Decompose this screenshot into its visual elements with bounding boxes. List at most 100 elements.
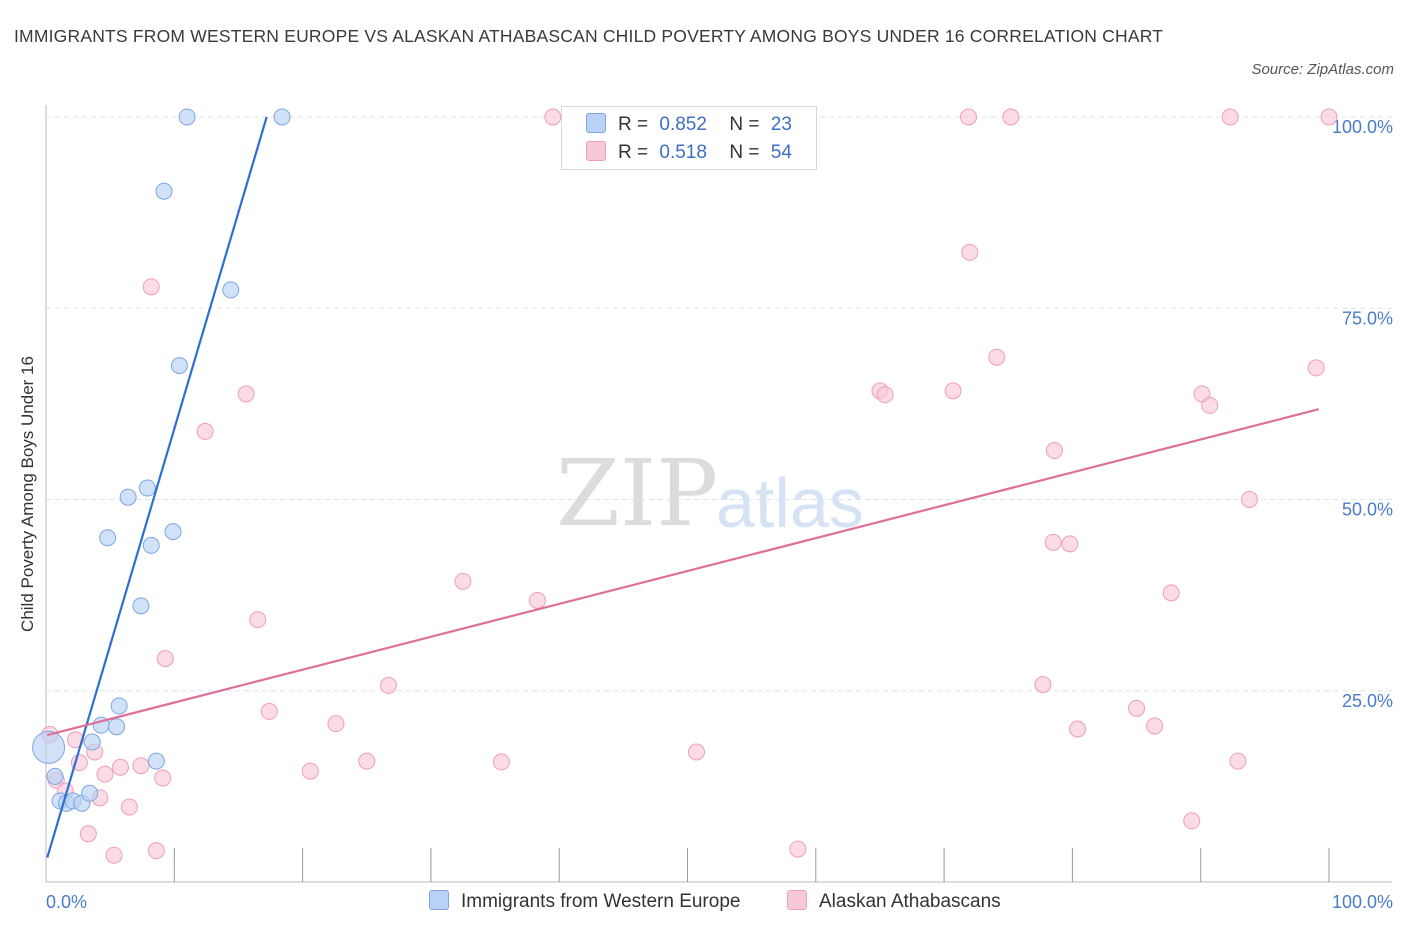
point-alaskan-athabascans: [196, 422, 214, 440]
trend-line-western-europe: [46, 116, 268, 858]
point-western-europe: [81, 784, 99, 802]
point-western-europe: [170, 357, 188, 375]
point-alaskan-athabascans: [260, 702, 278, 720]
point-western-europe: [32, 730, 66, 764]
trend-line-alaskan-athabascans: [47, 408, 1320, 737]
legend-r-value: 0.852: [659, 114, 707, 135]
point-alaskan-athabascans: [358, 752, 376, 770]
point-western-europe: [164, 523, 182, 541]
point-alaskan-athabascans: [1128, 699, 1146, 717]
x-tick-label-min: 0.0%: [46, 892, 87, 912]
point-alaskan-athabascans: [154, 769, 172, 787]
point-alaskan-athabascans: [1162, 584, 1180, 602]
point-alaskan-athabascans: [1061, 535, 1079, 553]
y-tick-label: 25.0%: [1342, 691, 1393, 711]
point-alaskan-athabascans: [132, 757, 150, 775]
bottom-legend-alaskan-athabascans: Alaskan Athabascans: [787, 890, 1001, 913]
point-alaskan-athabascans: [528, 591, 546, 609]
legend-n-value: 23: [770, 114, 792, 135]
point-alaskan-athabascans: [67, 731, 85, 749]
legend-n-value: 54: [770, 142, 792, 163]
y-tick-label: 75.0%: [1342, 308, 1393, 328]
point-alaskan-athabascans: [1320, 108, 1338, 126]
point-alaskan-athabascans: [111, 758, 129, 776]
source-credit: Source: ZipAtlas.com: [1251, 61, 1394, 78]
correlation-legend: R = 0.852 N = 23 R = 0.518 N = 54: [561, 106, 817, 170]
point-western-europe: [178, 108, 196, 126]
point-alaskan-athabascans: [988, 348, 1006, 366]
point-western-europe: [119, 488, 137, 506]
point-alaskan-athabascans: [1240, 491, 1258, 508]
point-alaskan-athabascans: [380, 676, 398, 694]
point-alaskan-athabascans: [1045, 442, 1063, 460]
point-western-europe: [138, 479, 156, 497]
point-western-europe: [132, 597, 150, 615]
bottom-legend-western-europe: Immigrants from Western Europe: [429, 890, 740, 913]
x-tick-label-max: 100.0%: [1332, 892, 1393, 912]
point-western-europe: [222, 281, 240, 299]
point-alaskan-athabascans: [492, 753, 510, 771]
point-alaskan-athabascans: [120, 798, 138, 816]
point-alaskan-athabascans: [249, 611, 267, 629]
point-alaskan-athabascans: [1183, 812, 1201, 830]
point-alaskan-athabascans: [454, 572, 472, 590]
point-alaskan-athabascans: [687, 743, 705, 761]
legend-r-label: R =: [618, 114, 649, 135]
point-western-europe: [155, 182, 173, 200]
point-alaskan-athabascans: [147, 842, 165, 860]
point-alaskan-athabascans: [1229, 752, 1247, 770]
point-alaskan-athabascans: [105, 846, 123, 864]
legend-n-label: N =: [729, 114, 760, 135]
point-alaskan-athabascans: [327, 715, 345, 733]
point-alaskan-athabascans: [1201, 396, 1219, 414]
legend-r-value: 0.518: [659, 142, 707, 163]
point-alaskan-athabascans: [156, 650, 174, 668]
legend-n-label: N =: [729, 142, 760, 163]
point-alaskan-athabascans: [961, 243, 979, 261]
point-western-europe: [147, 752, 165, 770]
point-alaskan-athabascans: [959, 108, 977, 126]
trend-lines: [46, 116, 1320, 858]
point-western-europe: [110, 697, 128, 715]
legend-r-label: R =: [618, 142, 649, 163]
chart-title: IMMIGRANTS FROM WESTERN EUROPE VS ALASKA…: [14, 26, 1164, 46]
point-western-europe: [108, 718, 126, 736]
legend-swatch-pink: [586, 141, 606, 161]
point-alaskan-athabascans: [944, 382, 962, 400]
legend-swatch-blue: [586, 113, 606, 133]
point-alaskan-athabascans: [96, 765, 114, 783]
point-western-europe: [83, 733, 101, 751]
legend-swatch-blue: [429, 890, 449, 910]
point-alaskan-athabascans: [237, 385, 255, 403]
point-alaskan-athabascans: [1146, 717, 1164, 735]
y-tick-label: 50.0%: [1342, 500, 1393, 520]
point-alaskan-athabascans: [1069, 720, 1087, 738]
watermark-zip: ZIP: [556, 440, 718, 547]
point-western-europe: [99, 529, 117, 547]
point-alaskan-athabascans: [1034, 676, 1052, 694]
point-western-europe: [142, 536, 160, 554]
legend-swatch-pink: [787, 890, 807, 910]
point-alaskan-athabascans: [301, 762, 319, 780]
point-western-europe: [46, 767, 64, 785]
point-alaskan-athabascans: [70, 754, 88, 772]
point-alaskan-athabascans: [79, 825, 97, 843]
point-western-europe: [273, 108, 291, 126]
point-alaskan-athabascans: [876, 386, 894, 404]
watermark-atlas: atlas: [716, 464, 864, 542]
legend-row-western-europe: R = 0.852 N = 23: [586, 113, 792, 137]
point-alaskan-athabascans: [142, 278, 160, 296]
y-tick-label: 100.0%: [1332, 117, 1393, 137]
gridlines: [46, 116, 1392, 692]
legend-row-alaskan-athabascans: R = 0.518 N = 54: [586, 141, 792, 165]
legend-series-name: Immigrants from Western Europe: [461, 891, 741, 912]
point-alaskan-athabascans: [1221, 108, 1239, 126]
series-western-europe-points: [32, 108, 291, 812]
point-alaskan-athabascans: [544, 108, 562, 126]
point-alaskan-athabascans: [1307, 359, 1325, 377]
point-alaskan-athabascans: [1044, 533, 1062, 551]
y-tick-labels: 25.0% 50.0% 75.0% 100.0%: [1332, 117, 1393, 711]
point-alaskan-athabascans: [789, 840, 807, 858]
point-alaskan-athabascans: [1002, 108, 1020, 126]
